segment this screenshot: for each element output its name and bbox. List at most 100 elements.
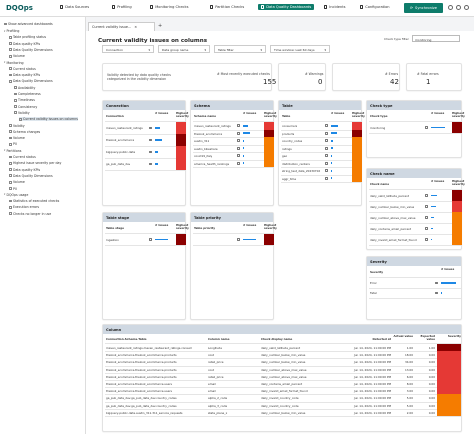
- row-select-checkbox[interactable]: [237, 131, 240, 135]
- column-header[interactable]: Severity: [447, 334, 461, 338]
- column-header[interactable]: # Issues: [441, 267, 455, 271]
- sidebar-item[interactable]: Volume: [9, 54, 25, 58]
- checkbox-icon[interactable]: [9, 79, 12, 83]
- table-filter[interactable]: Table filter ▾: [214, 45, 266, 53]
- row-label[interactable]: covid19_italy: [194, 154, 213, 159]
- row-label[interactable]: consumers: [282, 124, 298, 129]
- row-label[interactable]: aggr_time: [282, 176, 297, 181]
- column-header[interactable]: Column name: [208, 337, 230, 341]
- checkbox-icon[interactable]: [9, 142, 12, 146]
- checkbox-icon[interactable]: [9, 42, 12, 45]
- sidebar-item[interactable]: ▾ Monitoring: [4, 61, 24, 65]
- column-header[interactable]: Check display name: [261, 337, 293, 341]
- data-group-filter[interactable]: Data group name ▾: [158, 45, 210, 53]
- row-select-checkbox[interactable]: [149, 238, 152, 241]
- row-select-checkbox[interactable]: [425, 227, 428, 230]
- row-label[interactable]: ga_pub_data_dev: [106, 162, 131, 167]
- sidebar-item[interactable]: Completeness: [14, 92, 41, 96]
- row-select-checkbox[interactable]: [325, 154, 328, 158]
- checkbox-icon[interactable]: [9, 124, 12, 127]
- sidebar-item[interactable]: Current status: [9, 155, 36, 159]
- row-label[interactable]: ratings: [282, 146, 292, 151]
- column-header[interactable]: Highest severity: [264, 223, 277, 231]
- column-header[interactable]: Highest severity: [452, 111, 465, 119]
- sidebar-item[interactable]: Current validity issues on columns: [19, 117, 78, 122]
- sidebar-item[interactable]: Consistency: [14, 105, 37, 109]
- sidebar-item[interactable]: PII: [9, 187, 17, 191]
- row-select-checkbox[interactable]: [425, 205, 428, 208]
- checkbox-icon[interactable]: [19, 117, 22, 121]
- sidebar-item[interactable]: Data Quality Dimensions: [9, 174, 53, 178]
- row-label[interactable]: maven_restaurant_ratings: [194, 124, 231, 129]
- nav-profiling[interactable]: Profiling: [112, 5, 132, 9]
- row-label[interactable]: Error: [370, 281, 377, 286]
- column-header[interactable]: Table stage: [106, 226, 125, 230]
- row-label[interactable]: thelook_ecommerce: [194, 131, 223, 136]
- row-select-checkbox[interactable]: [237, 161, 240, 165]
- checkbox-icon[interactable]: [9, 161, 12, 165]
- sidebar-item[interactable]: Checks no longer in use: [9, 212, 51, 216]
- chevron-down-icon[interactable]: ▾: [4, 61, 6, 64]
- checkbox-icon[interactable]: [14, 86, 17, 90]
- sidebar-item[interactable]: ▾ Partitions: [4, 149, 21, 153]
- row-label[interactable]: Fatal: [370, 291, 377, 296]
- sidebar-item[interactable]: Volume: [9, 136, 25, 140]
- column-header[interactable]: Check type: [370, 114, 388, 118]
- column-header[interactable]: Highest severity: [452, 179, 465, 187]
- sidebar-item[interactable]: Highest issue severity per day: [9, 161, 61, 165]
- checkbox-icon[interactable]: [9, 205, 12, 209]
- sidebar-item[interactable]: Schema changes: [9, 130, 40, 134]
- column-header[interactable]: Severity: [370, 270, 384, 274]
- column-header[interactable]: # Issues: [431, 111, 445, 115]
- column-header[interactable]: # Issues: [243, 223, 257, 227]
- row-select-checkbox[interactable]: [325, 139, 328, 143]
- nav-incidents[interactable]: Incidents: [324, 5, 346, 9]
- row-select-checkbox[interactable]: [237, 139, 240, 143]
- user-icon[interactable]: [464, 5, 469, 10]
- sidebar-item[interactable]: Volume: [9, 180, 25, 184]
- row-label[interactable]: thelook_ecommerce: [106, 138, 135, 143]
- column-header[interactable]: # Issues: [431, 179, 445, 183]
- sidebar-item[interactable]: Current status: [9, 67, 36, 71]
- row-label[interactable]: country_codes: [282, 139, 303, 144]
- sidebar-item[interactable]: Table profiling status: [9, 35, 46, 39]
- row-select-checkbox[interactable]: [435, 281, 438, 285]
- nav-partition-checks[interactable]: Partition Checks: [210, 5, 244, 9]
- help-icon[interactable]: [456, 5, 461, 10]
- column-header[interactable]: Actual value: [393, 334, 413, 338]
- sidebar-item[interactable]: ▾ Profiling: [4, 29, 19, 33]
- column-header[interactable]: # Issues: [155, 223, 169, 227]
- row-label[interactable]: string_test_data_20230702: [282, 169, 321, 174]
- column-header[interactable]: Check name: [370, 182, 390, 186]
- row-select-checkbox[interactable]: [149, 150, 152, 154]
- sidebar-item[interactable]: Validity: [14, 111, 30, 115]
- sidebar-item[interactable]: Availability: [14, 86, 35, 90]
- sidebar-item[interactable]: Execution errors: [9, 205, 39, 209]
- checkbox-icon[interactable]: [9, 212, 12, 216]
- tab-current-validity-issues[interactable]: Current validity issue... ×: [88, 22, 155, 31]
- row-select-checkbox[interactable]: [237, 146, 240, 150]
- row-label[interactable]: daily_invalid_email_format_found: [370, 237, 417, 242]
- connection-filter[interactable]: Connection ▾: [102, 45, 154, 53]
- checkbox-icon[interactable]: [9, 67, 12, 71]
- sidebar-item[interactable]: PII: [9, 142, 17, 146]
- checkbox-icon[interactable]: [9, 168, 12, 171]
- nav-data-quality-dashboards[interactable]: Data Quality Dashboards: [258, 4, 315, 10]
- check-type-filter-select[interactable]: monitoring: [412, 35, 460, 42]
- row-label[interactable]: Ingestion: [106, 237, 119, 242]
- column-header[interactable]: Connection: [106, 114, 124, 118]
- row-select-checkbox[interactable]: [325, 146, 328, 150]
- sidebar-item[interactable]: Statistics of executed checks: [9, 199, 59, 203]
- row-label[interactable]: austin_311: [194, 139, 210, 144]
- row-select-checkbox[interactable]: [325, 131, 328, 135]
- row-label[interactable]: daily_valid_latitude_percent: [370, 193, 410, 198]
- checkbox-icon[interactable]: [14, 105, 17, 108]
- checkbox-icon[interactable]: [14, 111, 17, 115]
- chevron-down-icon[interactable]: ▾: [4, 149, 6, 153]
- column-header[interactable]: Schema name: [194, 114, 217, 118]
- row-label[interactable]: distribution_centers: [282, 161, 310, 166]
- sidebar-item[interactable]: ▾ DQOps usage: [4, 193, 28, 197]
- checkbox-icon[interactable]: [9, 187, 12, 190]
- dqops-logo[interactable]: DQOps: [6, 4, 33, 12]
- nav-configuration[interactable]: Configuration: [360, 5, 390, 9]
